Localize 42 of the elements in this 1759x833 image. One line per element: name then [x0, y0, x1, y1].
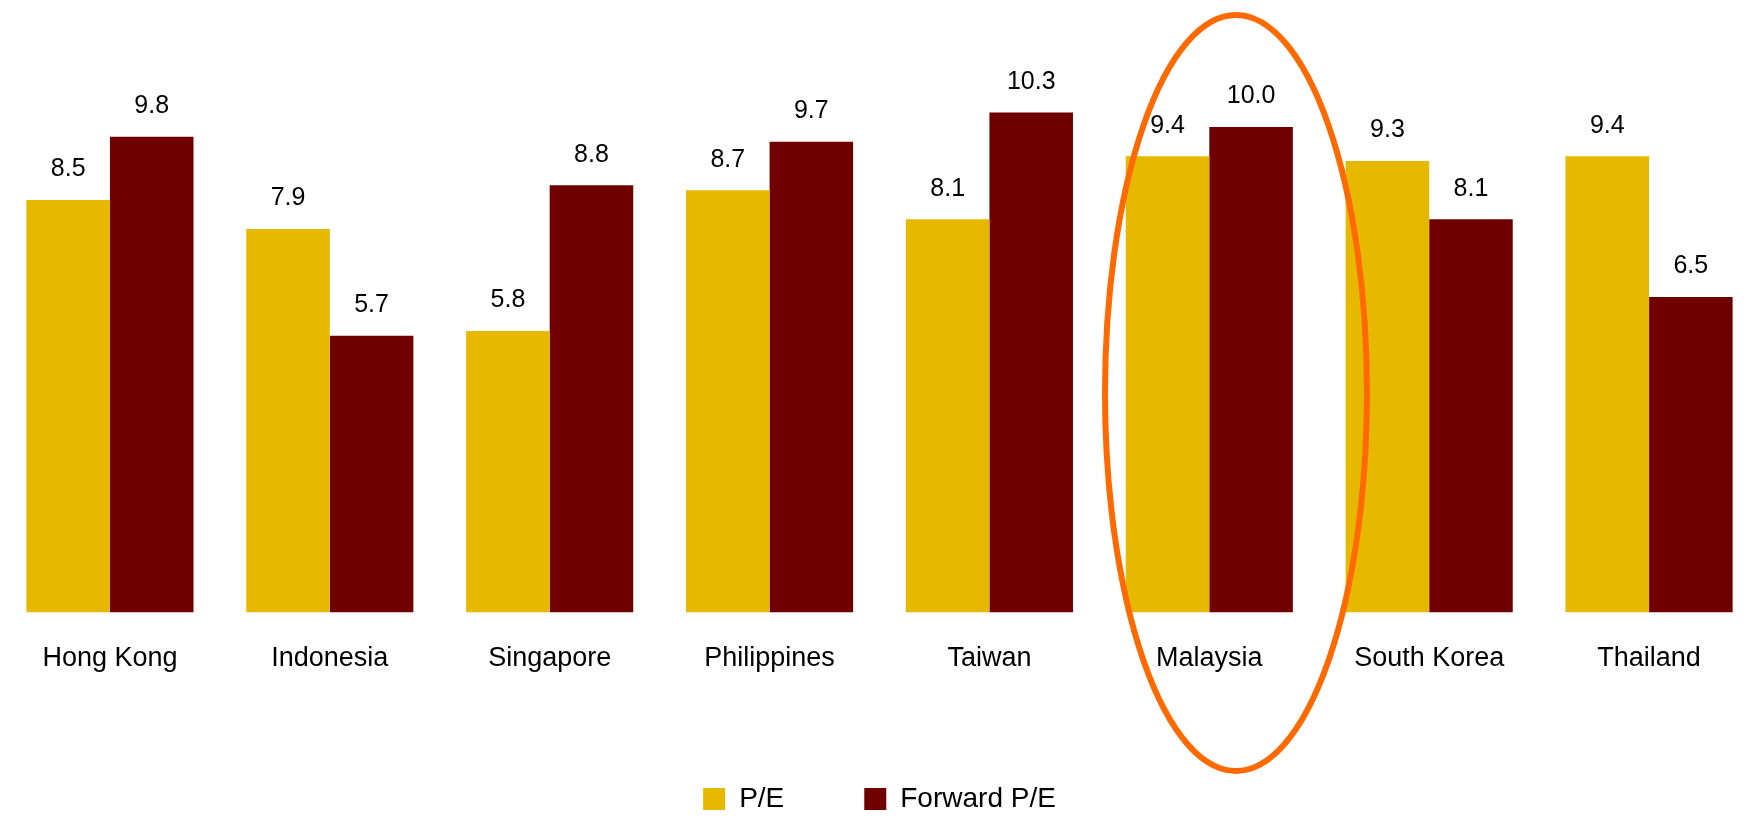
- data-label: 6.5: [1673, 250, 1709, 279]
- bar: [1565, 156, 1650, 613]
- x-tick-label: South Korea: [1354, 642, 1506, 673]
- data-label: 8.8: [574, 138, 609, 167]
- data-label: 10.3: [1006, 65, 1056, 94]
- bar: [1649, 297, 1733, 613]
- data-label: 10.0: [1226, 80, 1276, 109]
- x-tick-label: Thailand: [1597, 642, 1701, 673]
- data-label: 9.4: [1150, 109, 1185, 138]
- bar: [1429, 219, 1513, 613]
- x-tick-label: Philippines: [704, 642, 835, 673]
- x-tick-label: Singapore: [488, 642, 612, 673]
- data-label: 9.3: [1370, 114, 1405, 143]
- x-tick-label: Hong Kong: [42, 642, 178, 673]
- bar: [905, 219, 990, 613]
- bar: [686, 190, 770, 613]
- data-label: 5.8: [490, 284, 526, 313]
- bar: [466, 331, 550, 613]
- bar: [1345, 161, 1430, 613]
- x-tick-label: Malaysia: [1156, 642, 1264, 673]
- bar: [549, 185, 634, 613]
- bar: [329, 335, 414, 613]
- data-label: 8.7: [710, 143, 746, 172]
- data-label: 5.7: [354, 289, 389, 318]
- data-label: 9.4: [1589, 109, 1625, 138]
- bar: [989, 112, 1073, 613]
- bar: [769, 141, 854, 613]
- data-label: 8.5: [50, 153, 86, 182]
- data-label: 9.7: [793, 95, 829, 124]
- bar: [1125, 156, 1210, 613]
- x-tick-label: Taiwan: [947, 642, 1032, 673]
- bar: [1209, 127, 1293, 613]
- legend-label: Forward P/E: [900, 781, 1056, 813]
- data-label: 7.9: [270, 182, 306, 211]
- data-label: 9.8: [134, 90, 170, 119]
- x-tick-label: Indonesia: [271, 642, 390, 673]
- data-label: 8.1: [930, 172, 966, 201]
- bar: [246, 229, 330, 613]
- bar: [26, 199, 110, 613]
- data-label: 8.1: [1453, 172, 1489, 201]
- legend-label: P/E: [739, 781, 785, 813]
- bar: [109, 136, 194, 613]
